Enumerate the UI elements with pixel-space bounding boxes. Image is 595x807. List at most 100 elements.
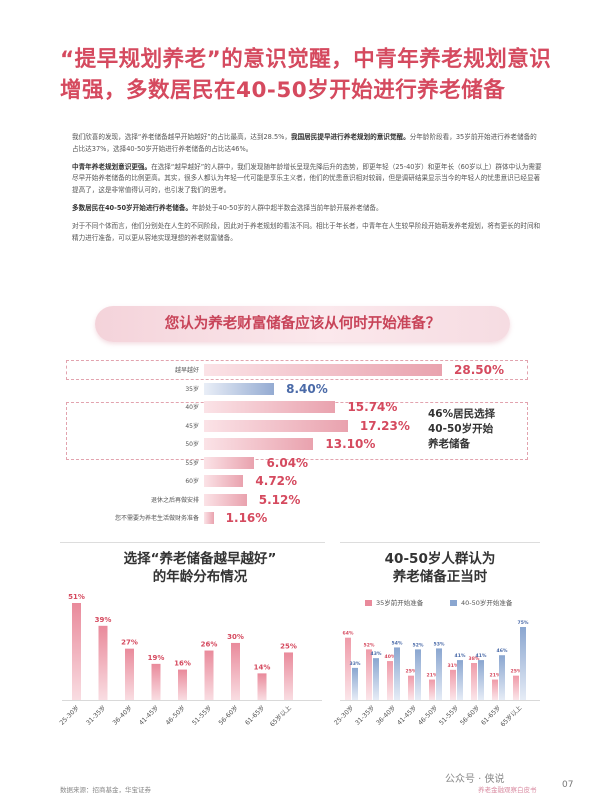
hbar-category-label: 您不需要为养老生活做财务准备 — [114, 515, 199, 522]
pink-bar — [387, 661, 393, 700]
paragraph-2: 中青年养老规划意识更强。在选择“越早越好”的人群中，我们发现随年龄增长呈现先降后… — [72, 162, 542, 195]
age-category-label: 25-30岁 — [332, 703, 356, 727]
age-category-label: 46-50岁 — [416, 703, 440, 727]
legend-label: 40-50岁开始准备 — [461, 598, 513, 607]
age-category-label: 41-45岁 — [137, 703, 161, 727]
question-banner: 您认为养老财富储备应该从何时开始准备？ — [95, 306, 510, 342]
footer-publication: 养老金融观察白皮书 — [478, 786, 537, 794]
age-category-label: 41-45岁 — [395, 703, 419, 727]
hbar-row: 50岁 13.10% — [0, 437, 595, 451]
blue-bar-value-label: 75% — [518, 620, 529, 626]
hbar-row: 60岁 4.72% — [0, 474, 595, 488]
blue-bar-value-label: 52% — [413, 642, 424, 648]
age-category-label: 36-40岁 — [374, 703, 398, 727]
body-text: 我们欣喜的发现，选择“养老储备越早开始越好”的占比最高，达到28.5%，我国居民… — [72, 132, 542, 250]
pink-bar — [429, 679, 435, 700]
age-bar — [178, 669, 187, 700]
pink-bar-value-label: 31% — [448, 663, 459, 669]
hbar — [204, 493, 247, 506]
hbar — [204, 456, 255, 469]
pink-bar — [450, 669, 456, 700]
pink-bar — [513, 675, 519, 700]
age-category-label: 25-30岁 — [57, 703, 81, 727]
blue-bar-value-label: 53% — [434, 641, 445, 647]
age-bar-value-label: 27% — [121, 639, 138, 647]
blue-bar — [499, 655, 505, 700]
blue-bar — [457, 660, 463, 700]
page-number: 07 — [562, 780, 574, 790]
paragraph-1: 我们欣喜的发现，选择“养老储备越早开始越好”的占比最高，达到28.5%，我国居民… — [72, 133, 537, 153]
blue-bar-value-label: 54% — [392, 640, 403, 646]
page-title: “提早规划养老”的意识觉醒，中青年养老规划意识增强，多数居民在40-50岁开始进… — [60, 47, 552, 103]
paragraph-3: 多数居民在40-50岁开始进行养老储备。年龄处于40-50岁的人群中超半数会选择… — [72, 203, 383, 212]
age-category-label: 51-55岁 — [437, 703, 461, 727]
blue-bar-value-label: 41% — [476, 653, 487, 659]
pink-bar — [345, 637, 351, 700]
hbar-value-label: 15.74% — [347, 400, 398, 414]
hbar — [204, 401, 336, 413]
hbar — [204, 364, 442, 376]
age-category-label: 51-55岁 — [190, 703, 214, 727]
age-bar-value-label: 19% — [148, 654, 165, 662]
blue-bar-value-label: 33% — [350, 661, 361, 667]
age-bar — [204, 650, 214, 700]
callout-46-percent: 46%居民选择 40-50岁开始 养老储备 — [428, 408, 496, 450]
hbar — [204, 382, 275, 395]
age-bar-value-label: 39% — [95, 616, 112, 624]
pink-bar — [408, 675, 414, 700]
blue-bar — [478, 660, 484, 700]
timing-bar-chart: 越早越好 28.50% 35岁 8.40% 40岁 15.74% 45岁 17.23% 50岁 1… — [0, 355, 595, 540]
hbar-value-label: 17.23% — [359, 418, 410, 433]
highlight-box-early — [66, 360, 528, 380]
right-chart-title: 40-50岁人群认为 养老储备正当时 — [384, 551, 496, 585]
divider-right — [340, 542, 540, 543]
pink-bar-value-label: 21% — [427, 673, 438, 679]
hbar-value-label: 6.04% — [266, 455, 309, 470]
age-bar — [257, 673, 267, 700]
legend-label: 35岁前开始准备 — [376, 598, 424, 607]
legend-swatch-blue — [450, 600, 457, 606]
data-source: 数据来源：招商基金，华宝证券 — [60, 786, 151, 794]
age-bar-value-label: 51% — [68, 593, 85, 601]
pink-bar-value-label: 52% — [364, 642, 375, 648]
divider-left — [60, 542, 325, 543]
pink-bar-value-label: 38% — [469, 656, 480, 662]
age-bar — [284, 652, 293, 700]
age-bar — [125, 648, 134, 700]
age-bar — [72, 603, 81, 700]
pink-bar — [366, 649, 372, 700]
paragraph-4: 对于不同个体而言，他们分别处在人生的不同阶段，因此对于养老规划的看法不同。相比于… — [72, 221, 541, 242]
age-category-label: 56-60岁 — [216, 703, 240, 727]
pink-bar-value-label: 40% — [385, 654, 396, 660]
age-category-label: 36-40岁 — [110, 703, 134, 727]
age-bar — [151, 663, 161, 700]
age-bar-value-label: 30% — [227, 633, 244, 641]
hbar-row: 40岁 15.74% — [0, 400, 595, 414]
hbar — [204, 438, 314, 450]
age-category-label: 31-35岁 — [353, 703, 377, 727]
wechat-watermark: 公众号 · 侠说 — [445, 774, 505, 785]
hbar-row: 越早越好 28.50% — [0, 363, 595, 377]
hbar-row: 退休之后再做安排 5.12% — [0, 493, 595, 507]
blue-bar — [436, 648, 442, 700]
hbar-category-label: 退休之后再做安排 — [150, 496, 199, 504]
pink-bar-value-label: 25% — [511, 669, 522, 675]
pink-bar — [471, 663, 477, 700]
age-category-label: 46-50岁 — [163, 703, 187, 727]
legend-swatch-pink — [365, 600, 372, 606]
hbar-value-label: 4.72% — [255, 474, 298, 488]
hbar — [204, 512, 214, 524]
hbar — [204, 419, 348, 432]
blue-bar — [373, 658, 379, 700]
age-category-label: 65岁以上 — [268, 703, 293, 728]
hbar-category-label: 60岁 — [185, 478, 199, 485]
blue-bar — [394, 647, 400, 700]
pink-bar-value-label: 25% — [406, 669, 417, 675]
age-category-label: 61-65岁 — [479, 703, 503, 727]
question-text: 您认为养老财富储备应该从何时开始准备？ — [164, 316, 441, 332]
hbar-row: 您不需要为养老生活做财务准备 1.16% — [0, 511, 595, 525]
age-category-label: 31-35岁 — [84, 703, 108, 727]
hbar-category-label: 越早越好 — [174, 367, 199, 374]
blue-bar — [352, 667, 358, 700]
pink-bar-value-label: 21% — [490, 673, 501, 679]
